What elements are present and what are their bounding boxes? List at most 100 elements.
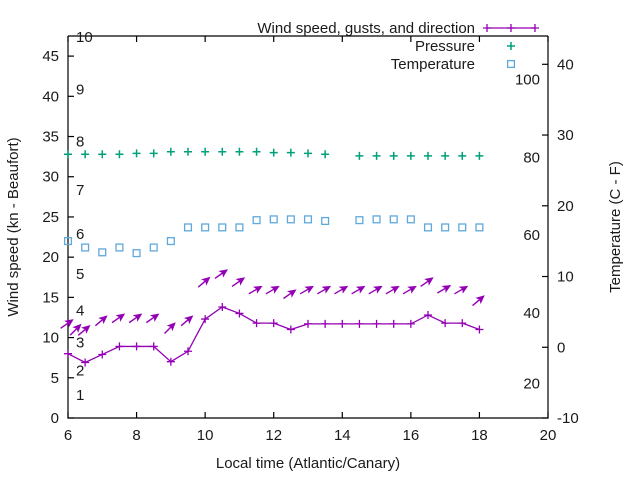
pressure-point [389, 151, 398, 160]
legend-label-1: Wind speed, gusts, and direction [257, 20, 475, 37]
x-axis-title: Local time (Atlantic/Canary) [216, 455, 400, 472]
wind-direction-arrow [77, 325, 91, 336]
y-tick-label: 5 [51, 370, 59, 387]
wind-direction-arrow [420, 277, 434, 288]
pressure-point [475, 151, 484, 160]
temperature-point [286, 215, 295, 224]
y-tick-label: 15 [42, 289, 59, 306]
pressure-point [218, 147, 227, 156]
wind-direction-arrow [385, 285, 400, 295]
wind-speed-point [252, 319, 261, 328]
wind-speed-point [115, 342, 124, 351]
x-tick-label: 10 [197, 427, 214, 444]
pressure-point [441, 151, 450, 160]
wind-direction-arrow [248, 285, 263, 295]
temperature-point [423, 223, 433, 232]
y2-tick-label: 10 [557, 269, 574, 286]
x-tick-label: 18 [471, 427, 488, 444]
y2-tick-label: 40 [557, 56, 574, 73]
wind-direction-arrow [197, 276, 211, 288]
pressure-point [304, 149, 312, 158]
wind-direction-arrow [402, 285, 417, 295]
temperature-point [303, 215, 313, 224]
wind-speed-point [149, 342, 158, 351]
legend-sample-endcap-left [483, 24, 491, 32]
legend-label-3: Temperature [391, 56, 475, 73]
temperature-point [355, 216, 364, 225]
pressure-point [235, 147, 244, 156]
pressure-point [149, 149, 158, 158]
y-tick-label: 10 [42, 330, 59, 347]
wind-speed-point [355, 319, 364, 328]
pressure-point [286, 148, 295, 157]
x-tick-label: 12 [265, 427, 282, 444]
y-tick-label: 25 [42, 209, 59, 226]
wind-speed-point [338, 319, 347, 328]
wind-direction-arrow [265, 285, 280, 295]
wind-speed-point [218, 303, 227, 312]
wind-speed-point [458, 319, 467, 328]
y-tick-label: 45 [42, 48, 59, 65]
temperature-point [81, 243, 90, 252]
x-tick-label: 20 [540, 427, 557, 444]
pressure-point [252, 147, 261, 156]
beaufort-label: 2 [76, 363, 84, 380]
wind-speed-point [269, 319, 278, 328]
wind-speed-point [389, 319, 398, 328]
temperature-point [166, 237, 175, 246]
temperature-point [441, 223, 450, 232]
y2-tick-label: 0 [557, 339, 565, 356]
fahrenheit-label: 40 [523, 305, 540, 322]
pressure-point [115, 150, 124, 159]
y-tick-label: 0 [51, 410, 59, 427]
pressure-point [166, 147, 175, 156]
fahrenheit-label: 100 [515, 71, 540, 88]
beaufort-label: 9 [76, 81, 84, 98]
wind-direction-arrow [128, 313, 143, 324]
temperature-point [475, 223, 484, 232]
wind-direction-arrow [436, 285, 452, 294]
wind-direction-arrow [180, 315, 194, 327]
wind-direction-arrow [60, 319, 74, 329]
y2-tick-label: -10 [557, 410, 579, 427]
wind-direction-arrow [351, 285, 366, 295]
y-axis-title: Wind speed (kn - Beaufort) [5, 137, 22, 316]
wind-direction-arrow [111, 313, 126, 324]
wind-direction-arrow [94, 315, 108, 327]
beaufort-label: 5 [76, 266, 84, 283]
pressure-point [406, 151, 415, 160]
wind-speed-point [475, 325, 484, 334]
wind-direction-arrow [368, 285, 383, 295]
beaufort-label: 6 [76, 226, 84, 243]
temperature-point [235, 223, 244, 232]
temperature-point [458, 223, 467, 232]
y-tick-label: 40 [42, 88, 59, 105]
x-tick-label: 6 [64, 427, 72, 444]
x-tick-label: 8 [132, 427, 140, 444]
temperature-point [252, 216, 261, 225]
beaufort-label: 3 [76, 335, 84, 352]
wind-speed-line [67, 306, 480, 364]
temperature-point [389, 215, 398, 224]
legend-sample-square [506, 59, 516, 69]
temperature-point [63, 237, 73, 246]
pressure-point [424, 151, 432, 160]
wind-direction-arrow [316, 285, 332, 295]
y2-tick-label: 20 [557, 198, 574, 215]
legend-label-2: Pressure [415, 38, 475, 55]
temperature-point [132, 249, 141, 258]
temperature-point [269, 215, 278, 224]
temperature-point [406, 215, 415, 224]
legend-sample-endcap-right [531, 24, 539, 32]
pressure-point [98, 150, 107, 159]
temperature-point [183, 223, 193, 232]
pressure-point [81, 150, 90, 159]
pressure-point [132, 149, 141, 158]
wind-speed-point [201, 315, 210, 324]
fahrenheit-label: 80 [523, 149, 540, 166]
pressure-point [64, 150, 72, 159]
wind-direction-arrow [214, 269, 228, 279]
fahrenheit-label: 60 [523, 227, 540, 244]
